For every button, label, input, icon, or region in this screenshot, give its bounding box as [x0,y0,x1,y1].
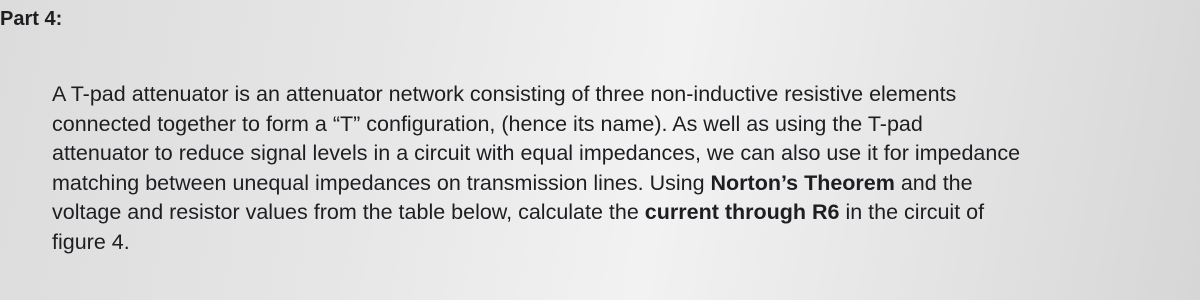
text-run: matching between unequal impedances on t… [52,170,711,195]
heading: Part 4: [0,8,63,30]
text-run: figure 4. [52,229,130,254]
text-run: in the circuit of [839,200,985,224]
text-run: and the [894,170,973,195]
text-line: voltage and resistor values from the tab… [52,198,1020,228]
text-run: attenuator to reduce signal levels in a … [52,141,1021,165]
bold-text: Norton’s Theorem [710,170,895,195]
text-line: figure 4. [52,228,1020,258]
text-line: A T-pad attenuator is an attenuator netw… [52,80,1020,110]
text-run: A T-pad attenuator is an attenuator netw… [52,82,957,106]
text-run: connected together to form a “T” configu… [52,111,923,136]
text-run: voltage and resistor values from the tab… [52,200,645,224]
bold-text: current through R6 [644,200,840,224]
text-line: attenuator to reduce signal levels in a … [52,139,1020,169]
paragraph: A T-pad attenuator is an attenuator netw… [52,80,1020,257]
text-line: connected together to form a “T” configu… [52,110,1020,140]
text-line: matching between unequal impedances on t… [52,169,1020,199]
